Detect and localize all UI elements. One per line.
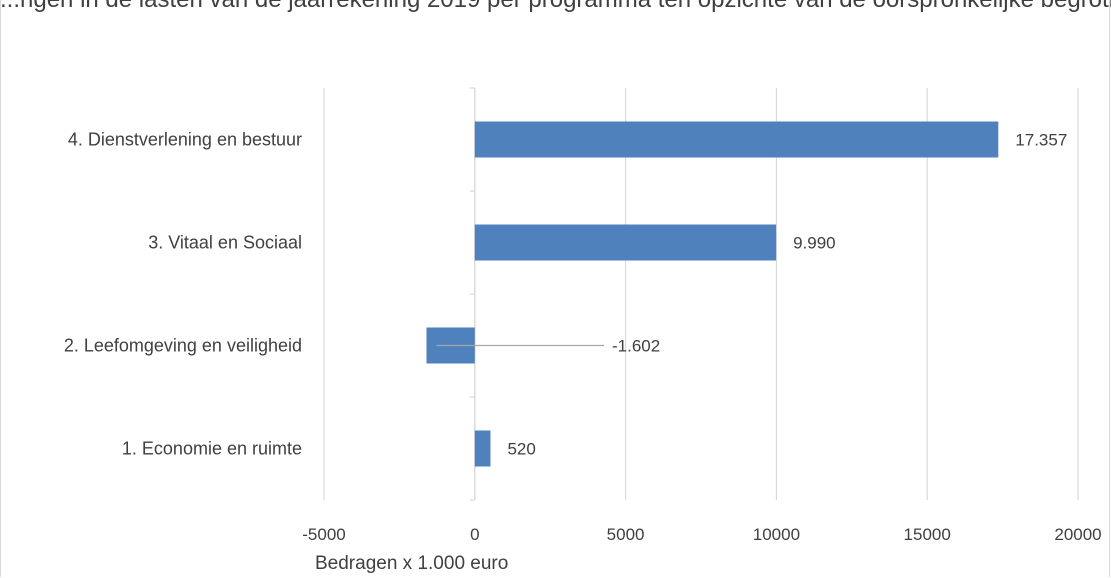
x-tick-label: -5000 xyxy=(302,525,345,544)
x-axis-title: Bedragen x 1.000 euro xyxy=(315,553,508,574)
data-label: -1.602 xyxy=(612,337,660,356)
data-label: 9.990 xyxy=(793,234,836,253)
bar xyxy=(474,224,777,261)
x-tick-label: 20000 xyxy=(1054,525,1101,544)
bar xyxy=(474,121,999,158)
category-label: 2. Leefomgeving en veiligheid xyxy=(64,336,302,356)
category-label: 4. Dienstverlening en bestuur xyxy=(68,130,302,150)
data-label: 17.357 xyxy=(1015,131,1067,150)
data-label: 520 xyxy=(507,440,535,459)
bar xyxy=(474,430,491,467)
bars xyxy=(426,121,999,467)
category-label: 1. Economie en ruimte xyxy=(122,439,302,459)
x-tick-label: 0 xyxy=(470,525,479,544)
category-axis xyxy=(469,87,476,501)
labels: -5000 0 5000 10000 15000 20000 1. Economie en … xyxy=(64,130,1102,545)
x-tick-label: 5000 xyxy=(607,525,645,544)
x-tick-label: 15000 xyxy=(904,525,951,544)
category-label: 3. Vitaal en Sociaal xyxy=(148,233,302,253)
x-tick-label: 10000 xyxy=(753,525,800,544)
